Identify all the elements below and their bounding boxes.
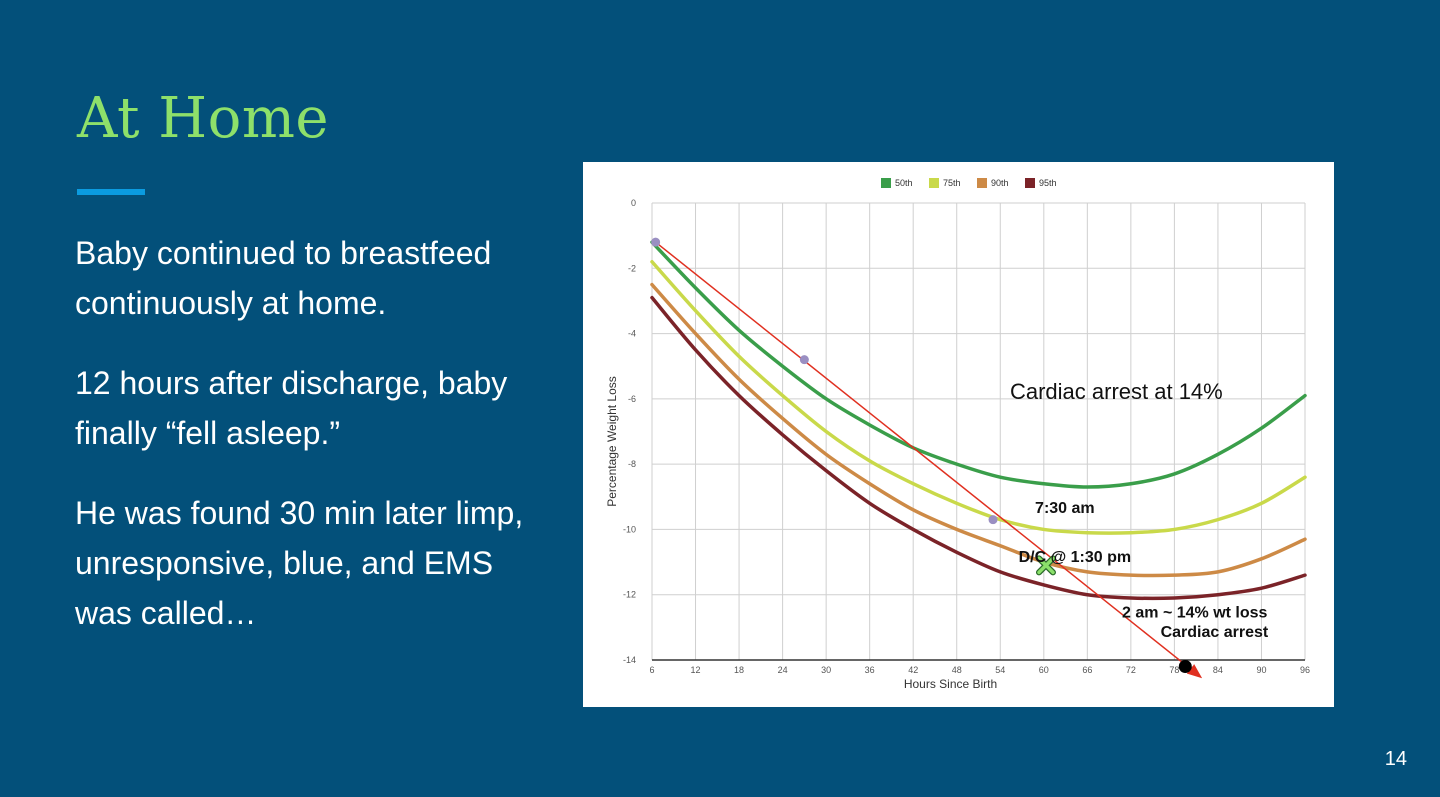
- paragraph-breastfeeding: Baby continued to breastfeed continuousl…: [75, 235, 492, 321]
- y-tick-label: 0: [631, 198, 636, 208]
- x-tick-label: 6: [649, 665, 654, 675]
- y-tick-label: -10: [623, 524, 636, 534]
- x-tick-label: 30: [821, 665, 831, 675]
- x-tick-label: 24: [778, 665, 788, 675]
- paragraph-fell-asleep: 12 hours after discharge, baby finally “…: [75, 365, 508, 451]
- x-tick-label: 54: [995, 665, 1005, 675]
- legend-swatch: [929, 178, 939, 188]
- x-tick-label: 72: [1126, 665, 1136, 675]
- data-point: [799, 355, 809, 365]
- x-tick-label: 66: [1082, 665, 1092, 675]
- series-line-95th: [650, 295, 1307, 601]
- x-marker-fill: [1037, 556, 1055, 575]
- x-tick-label: 60: [1039, 665, 1049, 675]
- chart-annotation: Cardiac arrest: [1161, 624, 1269, 641]
- x-tick-label: 18: [734, 665, 744, 675]
- y-tick-label: -6: [628, 394, 636, 404]
- legend-label: 95th: [1039, 178, 1057, 188]
- trend-line-arrow: [655, 241, 1203, 679]
- y-tick-label: -8: [628, 459, 636, 469]
- title-accent-rule: [77, 189, 145, 195]
- x-tick-label: 90: [1256, 665, 1266, 675]
- legend-swatch: [1025, 178, 1035, 188]
- page-number: 14: [1384, 748, 1407, 770]
- slide-body: Baby continued to breastfeed continuousl…: [75, 228, 555, 668]
- weight-loss-chart-svg: 6 12 18 24 30 36 42 48 54 60 66 72 78 84 90 96 0 -2 -4 -6 -8…: [605, 178, 1310, 691]
- x-tick-label: 84: [1213, 665, 1223, 675]
- series-line-90th: [650, 282, 1307, 578]
- slide-title: At Home: [77, 86, 330, 151]
- chart-annotation: 7:30 am: [1035, 500, 1095, 517]
- chart-annotation: 2 am ~ 14% wt loss: [1122, 605, 1268, 622]
- y-tick-label: -12: [623, 590, 636, 600]
- data-point: [988, 515, 998, 525]
- series-line-50th: [650, 240, 1307, 489]
- y-tick-label: -4: [628, 329, 636, 339]
- y-tick-label: -2: [628, 263, 636, 273]
- paragraph-found-limp: He was found 30 min later limp, unrespon…: [75, 495, 524, 631]
- data-point: [651, 237, 661, 247]
- x-tick-label: 42: [908, 665, 918, 675]
- y-tick-label: -14: [623, 655, 636, 665]
- legend-swatch: [881, 178, 891, 188]
- legend-swatch: [977, 178, 987, 188]
- series-line-75th: [650, 260, 1307, 535]
- y-axis-label: Percentage Weight Loss: [605, 376, 619, 507]
- legend-label: 90th: [991, 178, 1009, 188]
- x-tick-label: 48: [952, 665, 962, 675]
- chart-annotation: Cardiac arrest at 14%: [1010, 379, 1223, 404]
- x-tick-label: 12: [691, 665, 701, 675]
- weight-loss-chart: 6 12 18 24 30 36 42 48 54 60 66 72 78 84 90 96 0 -2 -4 -6 -8…: [583, 162, 1334, 707]
- legend-label: 50th: [895, 178, 913, 188]
- legend-label: 75th: [943, 178, 961, 188]
- x-tick-label: 36: [865, 665, 875, 675]
- chart-annotation: D/C @ 1:30 pm: [1019, 549, 1132, 566]
- x-axis-label: Hours Since Birth: [904, 677, 997, 691]
- x-tick-label: 78: [1169, 665, 1179, 675]
- data-point: [1178, 660, 1192, 674]
- x-tick-label: 96: [1300, 665, 1310, 675]
- discharge-x-marker: [1035, 555, 1056, 576]
